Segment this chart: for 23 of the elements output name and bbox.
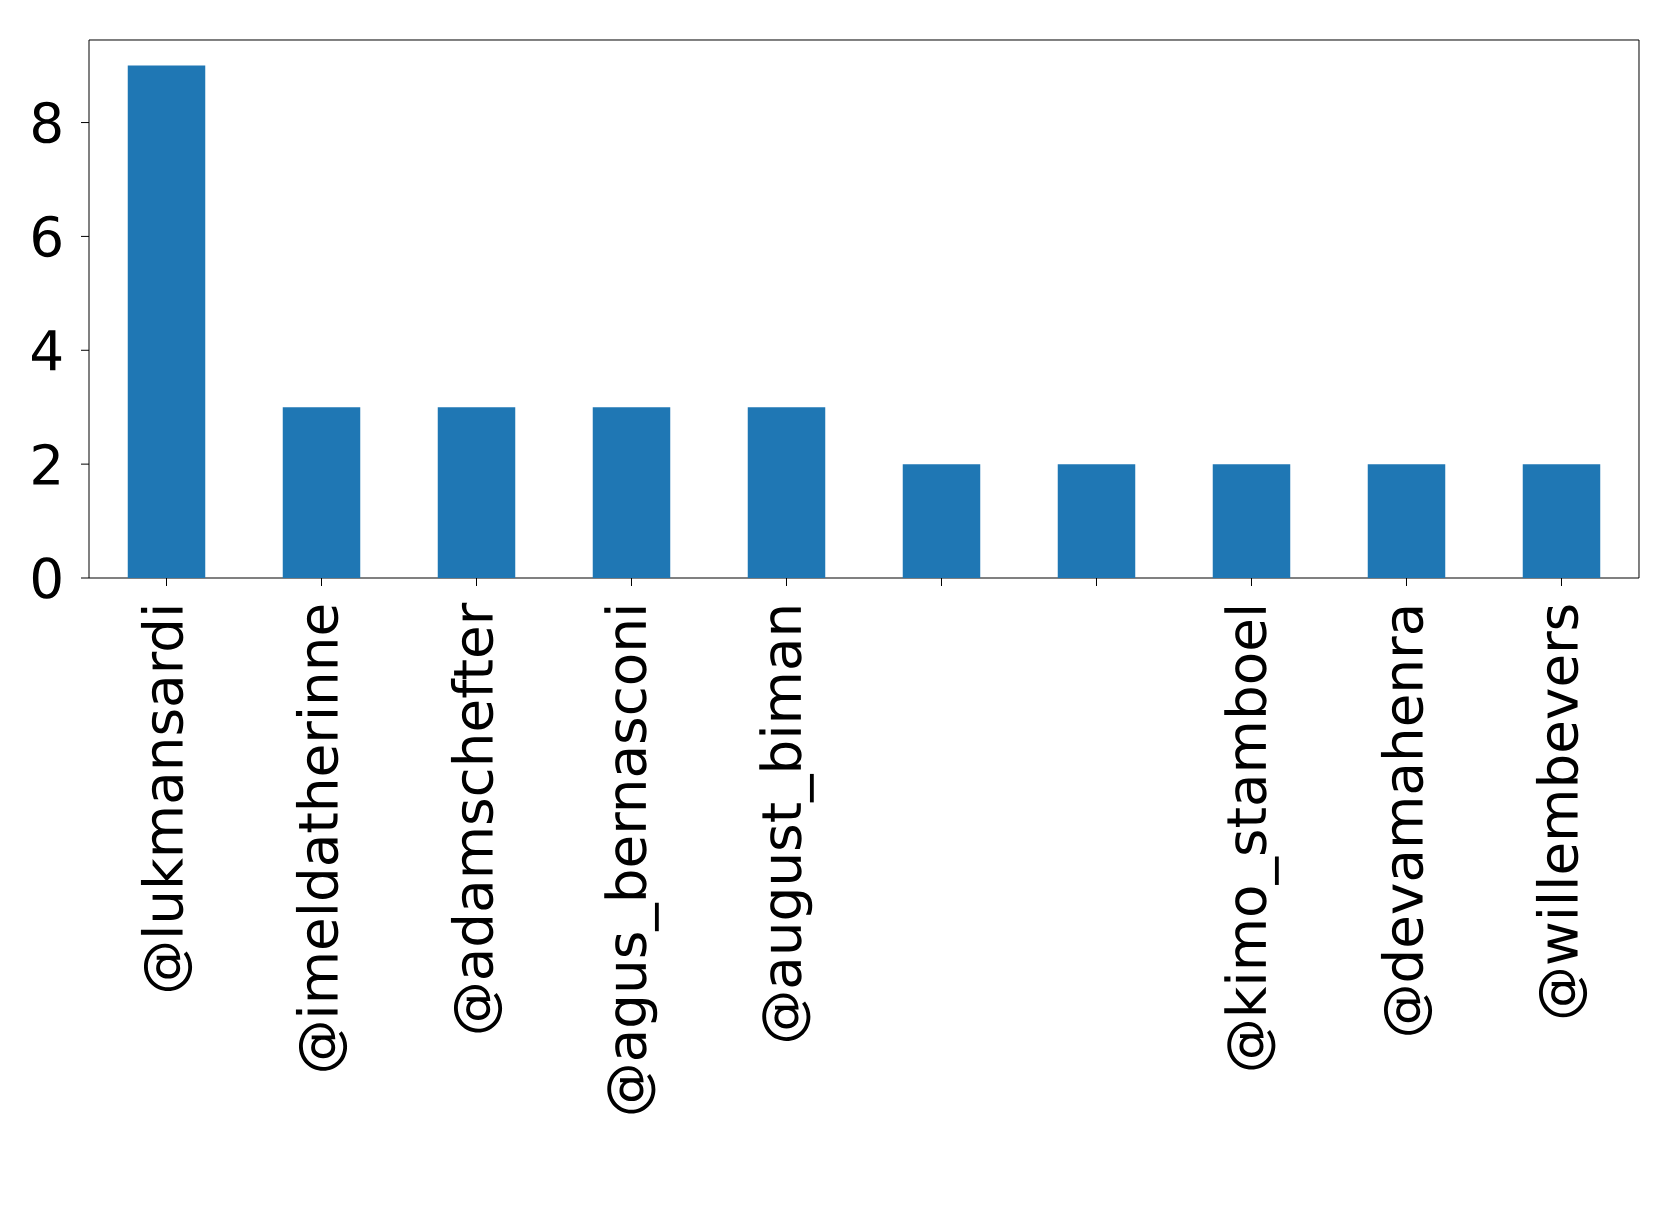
x-tick-label: @willembevers xyxy=(1535,605,1588,1018)
bar xyxy=(1057,464,1136,578)
bar xyxy=(127,65,206,578)
x-tick-label: @devamahenra xyxy=(1380,607,1433,1035)
x-tick-label: @imeldatherinne xyxy=(295,605,348,1071)
y-tick-label: 6 xyxy=(33,215,61,258)
bar xyxy=(437,407,516,578)
bar xyxy=(592,407,671,578)
bar xyxy=(1522,464,1601,578)
y-tick-label: 8 xyxy=(33,101,61,144)
x-tick-label: @august_biman xyxy=(759,607,814,1041)
x-tick-label: @adamschefter xyxy=(450,602,503,1033)
x-tick-label: @kimo_stamboel xyxy=(1224,607,1279,1070)
bar xyxy=(1367,464,1446,578)
x-tick-label: @lukmansardi xyxy=(140,607,193,992)
bar xyxy=(282,407,361,578)
bar xyxy=(1212,464,1291,578)
bar xyxy=(902,464,981,578)
y-tick-label: 2 xyxy=(33,443,59,485)
y-tick-label: 0 xyxy=(32,557,61,599)
x-tick-label: @agus_bernasconi xyxy=(604,607,659,1114)
bar xyxy=(747,407,826,578)
y-tick-label: 4 xyxy=(32,330,62,371)
